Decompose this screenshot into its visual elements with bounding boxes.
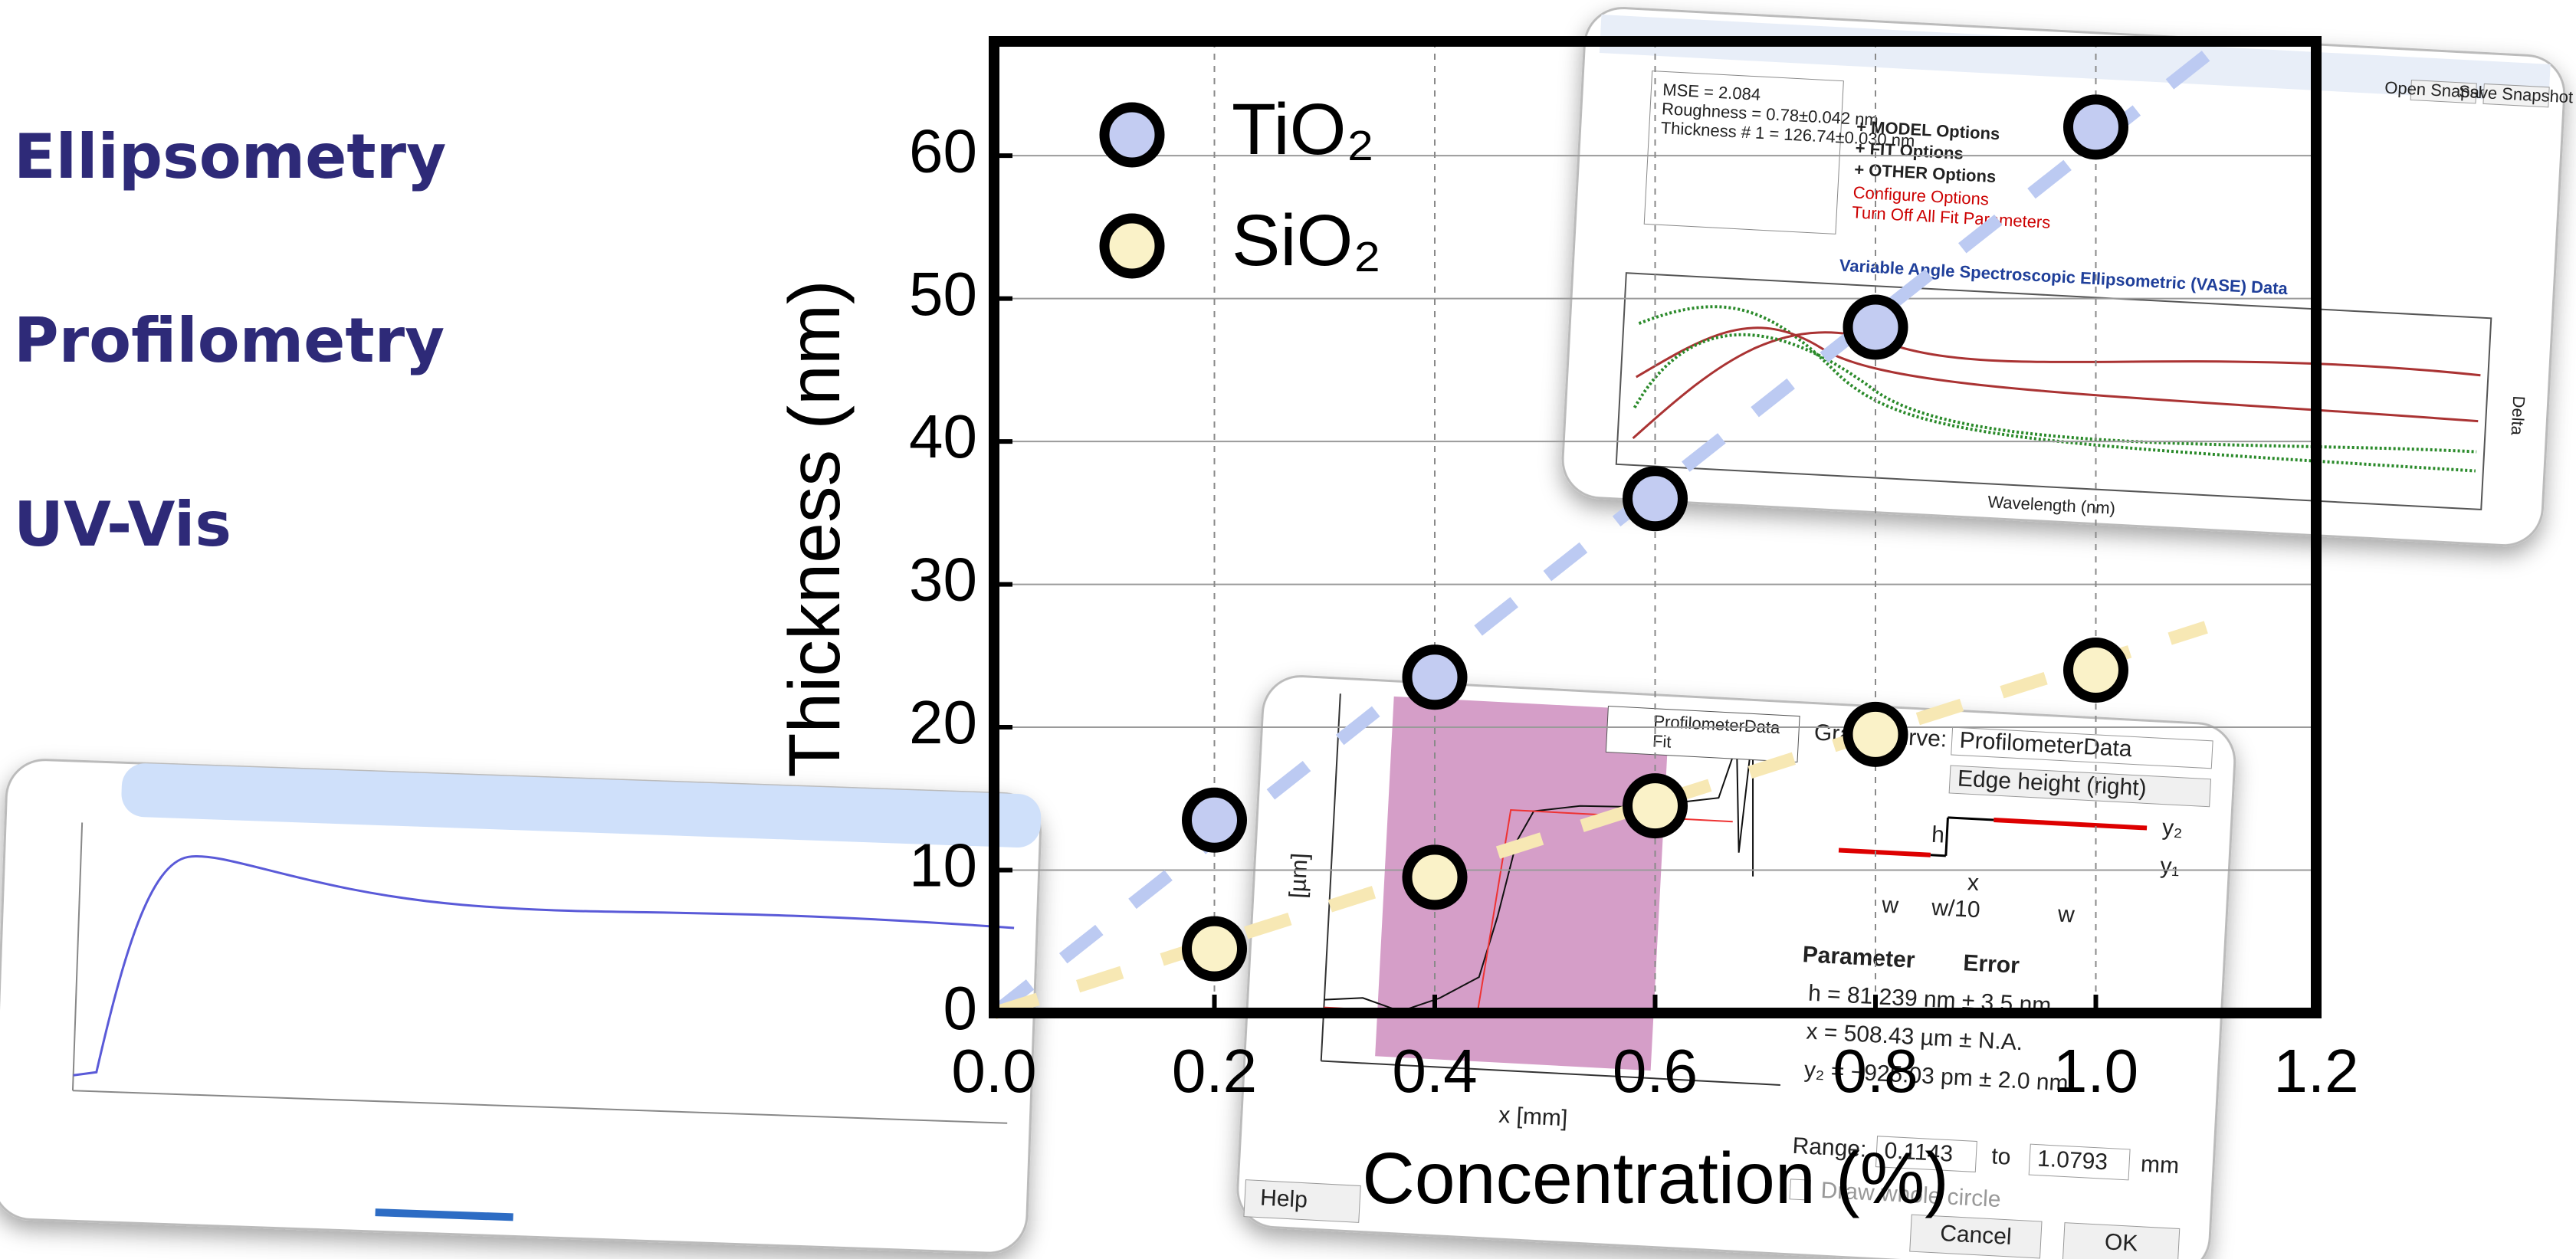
y-tick-label: 60	[909, 116, 977, 185]
x-tick-label: 0.4	[1392, 1037, 1477, 1105]
diagram-label: w	[2056, 901, 2076, 927]
profilometry-screenshot: ProfilometerData Fit [µm] x [mm] Graph c…	[1236, 675, 2236, 1259]
x-tick-label: 0.8	[1833, 1037, 1918, 1105]
y-tick-label: 30	[909, 546, 977, 614]
plot-frame	[989, 36, 2322, 1018]
legend-label: TiO₂	[1232, 89, 1374, 170]
point	[1402, 644, 1468, 710]
range-value: 0.1143	[1884, 1138, 1954, 1167]
highlight	[1375, 696, 1670, 1071]
diagram-label: y₂	[2161, 815, 2183, 841]
side-label: Ellipsometry	[14, 121, 446, 192]
point	[1623, 773, 1688, 839]
diagram-label: w	[1880, 892, 1899, 918]
x-tick-label: 1.2	[2273, 1037, 2358, 1105]
graph-y2-label: Delta	[2508, 395, 2529, 436]
point	[1843, 294, 1908, 360]
y-tick-label: 20	[909, 688, 977, 756]
legend-label: SiO₂	[1232, 200, 1381, 281]
x-tick-label: 0.0	[951, 1037, 1036, 1105]
point	[1402, 844, 1468, 910]
diagram-label: x	[1967, 870, 1980, 896]
y-tick-label: 40	[909, 402, 977, 470]
point	[1182, 916, 1247, 982]
x-axis-title: Concentration (%)	[1362, 1138, 1949, 1219]
graph-x-label: x [mm]	[1498, 1103, 1568, 1132]
side-label: UV-Vis	[14, 489, 231, 560]
diagram-label: y₁	[2160, 853, 2181, 879]
point	[2063, 94, 2128, 160]
y-tick-label: 10	[909, 831, 977, 900]
range-value: 1.0793	[2036, 1146, 2108, 1175]
graph-y-label: [µm]	[1285, 852, 1313, 899]
button[interactable]: OK	[2104, 1229, 2138, 1256]
y-axis-title: Thickness (nm)	[774, 280, 855, 777]
table-header: Parameter	[1802, 942, 1916, 973]
model-box	[1643, 70, 1844, 234]
point	[1843, 701, 1908, 767]
point	[2063, 637, 2128, 703]
range-unit: mm	[2140, 1152, 2180, 1179]
chart: Thickness (nm) Concentration (%) 0 10 20 30…	[774, 36, 2359, 1219]
range-to: to	[1991, 1143, 2012, 1169]
button[interactable]: Help	[1259, 1185, 1308, 1213]
range-label: Range:	[1792, 1133, 1867, 1162]
x-tick-label: 0.2	[1172, 1037, 1257, 1105]
legend-marker	[1099, 213, 1165, 279]
x-tick-label: 1.0	[2053, 1037, 2138, 1105]
button[interactable]: Cancel	[1939, 1221, 2012, 1250]
sidebar: Ellipsometry Profilometry UV-Vis	[14, 121, 446, 560]
point	[1182, 787, 1247, 853]
point	[1623, 466, 1688, 532]
diagram-label: w/10	[1930, 895, 1980, 923]
toolbar	[121, 763, 1042, 848]
diagram-label: h	[1931, 822, 1944, 848]
y-tick-label: 0	[943, 974, 978, 1042]
table-header: Error	[1963, 950, 2020, 979]
side-label: Profilometry	[14, 305, 445, 376]
y-tick-label: 50	[909, 260, 977, 328]
uvvis-screenshot	[0, 759, 1042, 1254]
legend-marker	[1099, 102, 1165, 168]
ellipsometry-screenshot: Open Snapshot Save Snapshot MSE = 2.084 …	[1561, 7, 2574, 547]
x-tick-label: 0.6	[1613, 1037, 1698, 1105]
